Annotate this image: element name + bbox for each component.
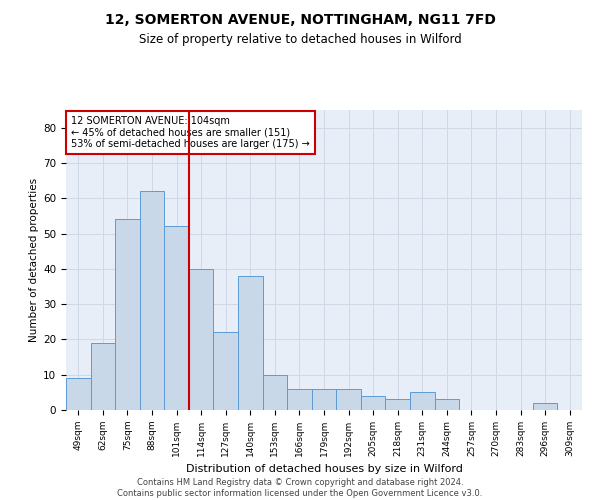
Bar: [361, 396, 385, 410]
Bar: [410, 392, 434, 410]
Text: 12 SOMERTON AVENUE: 104sqm
← 45% of detached houses are smaller (151)
53% of sem: 12 SOMERTON AVENUE: 104sqm ← 45% of deta…: [71, 116, 310, 149]
Text: 12, SOMERTON AVENUE, NOTTINGHAM, NG11 7FD: 12, SOMERTON AVENUE, NOTTINGHAM, NG11 7F…: [104, 12, 496, 26]
X-axis label: Distribution of detached houses by size in Wilford: Distribution of detached houses by size …: [185, 464, 463, 474]
Bar: [312, 389, 336, 410]
Bar: [336, 389, 361, 410]
Bar: [91, 343, 115, 410]
Bar: [238, 276, 263, 410]
Bar: [214, 332, 238, 410]
Bar: [434, 400, 459, 410]
Bar: [66, 378, 91, 410]
Bar: [140, 191, 164, 410]
Bar: [164, 226, 189, 410]
Text: Contains HM Land Registry data © Crown copyright and database right 2024.
Contai: Contains HM Land Registry data © Crown c…: [118, 478, 482, 498]
Bar: [189, 269, 214, 410]
Text: Size of property relative to detached houses in Wilford: Size of property relative to detached ho…: [139, 32, 461, 46]
Bar: [533, 403, 557, 410]
Bar: [287, 389, 312, 410]
Bar: [385, 400, 410, 410]
Y-axis label: Number of detached properties: Number of detached properties: [29, 178, 39, 342]
Bar: [263, 374, 287, 410]
Bar: [115, 220, 140, 410]
